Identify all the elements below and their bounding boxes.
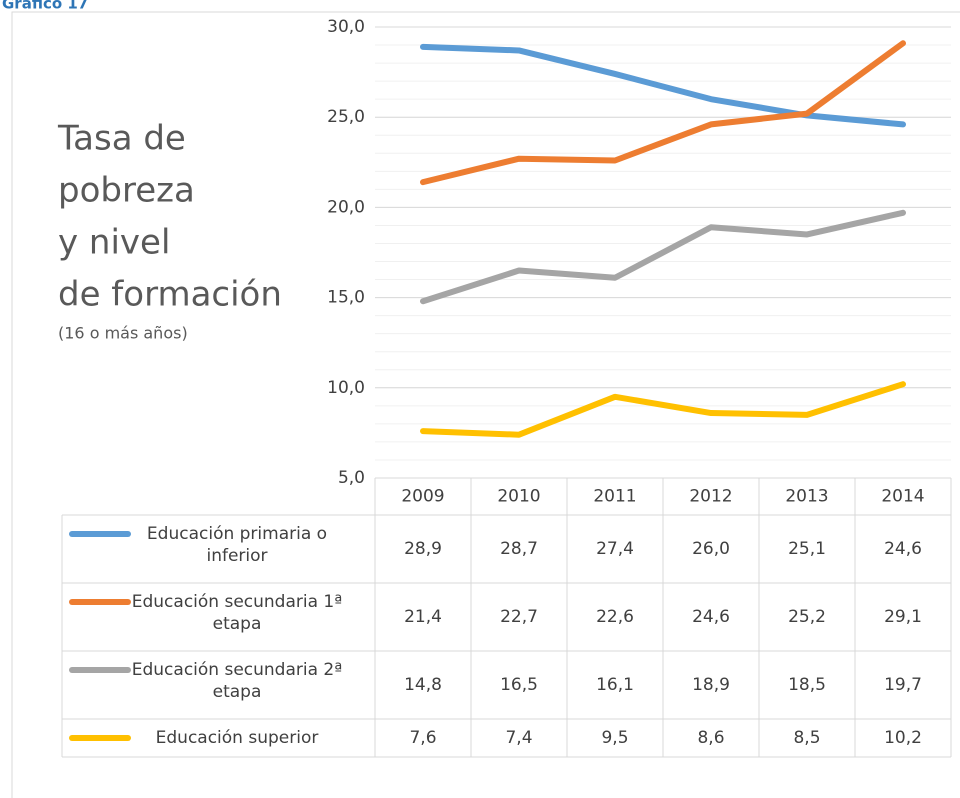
subtitle: (16 o más años): [58, 324, 188, 343]
series-line: [420, 40, 906, 186]
table-value: 28,9: [404, 539, 442, 559]
legend-label: Educación primaria o inferior: [146, 524, 328, 566]
series-line: [420, 209, 906, 305]
table-value: 24,6: [884, 539, 922, 559]
title-line: pobreza: [58, 171, 195, 211]
table-value: 18,5: [788, 675, 826, 695]
table-value: 26,0: [692, 539, 730, 559]
title-line: de formación: [58, 275, 282, 315]
title-line: Tasa de: [57, 119, 186, 159]
table-value: 27,4: [596, 539, 634, 559]
title-line: y nivel: [58, 223, 170, 263]
series-line: [420, 381, 906, 438]
table-value: 28,7: [500, 539, 538, 559]
x-tick-label: 2010: [497, 487, 540, 507]
table-value: 21,4: [404, 607, 442, 627]
y-tick-label: 25,0: [327, 107, 365, 127]
table-value: 19,7: [884, 675, 922, 695]
x-tick-label: 2011: [593, 487, 636, 507]
legend-label: Educación secundaria 1ª etapa: [131, 592, 343, 634]
x-tick-label: 2014: [881, 487, 924, 507]
x-tick-label: 2009: [401, 487, 444, 507]
y-tick-label: 5,0: [338, 468, 365, 488]
table-value: 22,6: [596, 607, 634, 627]
legend-label: Educación superior: [155, 728, 319, 748]
table-value: 24,6: [692, 607, 730, 627]
y-tick-label: 10,0: [327, 378, 365, 398]
x-tick-label: 2013: [785, 487, 828, 507]
table-value: 10,2: [884, 728, 922, 748]
table-value: 16,5: [500, 675, 538, 695]
table-value: 7,4: [505, 728, 532, 748]
legend-label: Educación secundaria 2ª etapa: [131, 660, 343, 702]
y-tick-label: 15,0: [327, 288, 365, 308]
table-value: 8,6: [697, 728, 724, 748]
x-tick-label: 2012: [689, 487, 732, 507]
table-value: 22,7: [500, 607, 538, 627]
table-value: 18,9: [692, 675, 730, 695]
table-value: 25,1: [788, 539, 826, 559]
table-value: 7,6: [409, 728, 436, 748]
series-line: [420, 43, 906, 128]
y-tick-label: 20,0: [327, 197, 365, 217]
table-value: 16,1: [596, 675, 634, 695]
table-value: 9,5: [601, 728, 628, 748]
table-value: 8,5: [793, 728, 820, 748]
chart-border: [11, 11, 960, 798]
table-value: 25,2: [788, 607, 826, 627]
table-value: 14,8: [404, 675, 442, 695]
y-tick-label: 30,0: [327, 17, 365, 37]
header: Gráfico 17: [2, 0, 88, 13]
table-value: 29,1: [884, 607, 922, 627]
